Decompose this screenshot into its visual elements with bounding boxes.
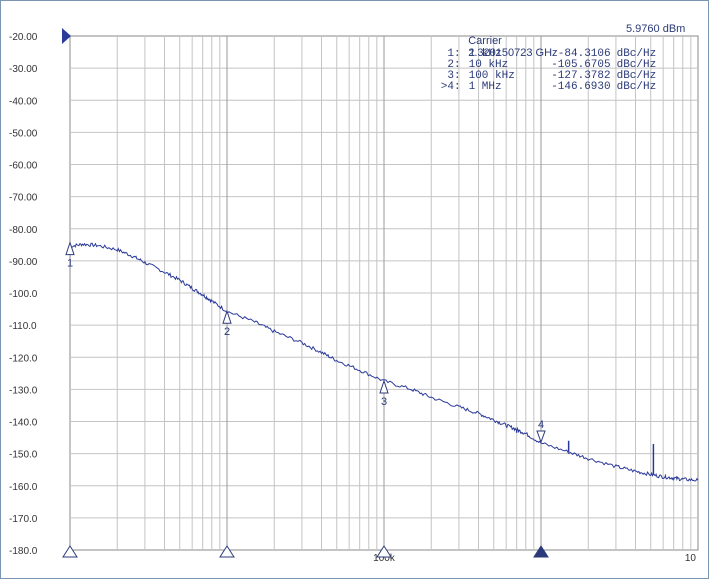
marker-row[interactable]: 3: 100 kHz -127.3782 dBc/Hz bbox=[397, 60, 656, 82]
marker-id: 2: bbox=[447, 59, 461, 71]
y-tick-label: -160.0 bbox=[9, 482, 38, 493]
marker-unit: dBc/Hz bbox=[616, 81, 657, 93]
y-tick-label: -170.0 bbox=[9, 514, 38, 525]
marker-offset: 1 MHz bbox=[468, 81, 502, 93]
marker-row[interactable]: 2: 10 kHz -105.6705 dBc/Hz bbox=[397, 49, 656, 71]
marker-unit: dBc/Hz bbox=[616, 70, 657, 82]
marker-offset: 1 kHz bbox=[468, 48, 502, 60]
y-tick-label: -30.00 bbox=[9, 64, 38, 75]
marker-triangle[interactable] bbox=[222, 309, 232, 324]
marker-triangle[interactable] bbox=[379, 379, 389, 394]
y-axis-ticks: -20.00 -30.00 -40.00 -50.00 -60.00 -70.00 -80.… bbox=[9, 32, 38, 557]
y-tick-label: -100.0 bbox=[9, 289, 38, 300]
bottom-marker-icons bbox=[62, 545, 549, 558]
marker-value: -105.6705 bbox=[551, 59, 611, 71]
x-axis-marker-icon bbox=[62, 545, 78, 558]
carrier-label: Carrier bbox=[468, 35, 502, 47]
x-tick-label: 100k bbox=[373, 553, 396, 564]
marker-row[interactable]: 1: 1 kHz -84.3106 dBc/Hz bbox=[397, 38, 656, 60]
x-axis-marker-icon bbox=[219, 545, 235, 558]
marker-label: 4 bbox=[538, 419, 544, 431]
x-axis-marker-icon bbox=[376, 545, 392, 558]
marker-table: 1: 1 kHz -84.3106 dBc/Hz 2: 10 kHz -105.6705 d… bbox=[397, 38, 656, 93]
x-axis-marker-icon bbox=[533, 545, 549, 558]
carrier-readout: Carrier 2.320150723 GHz bbox=[456, 23, 558, 71]
marker-offset: 100 kHz bbox=[468, 70, 515, 82]
x-axis-ticks: 100k 10 bbox=[373, 553, 696, 564]
marker-offset: 10 kHz bbox=[468, 59, 509, 71]
carrier-frequency: 2.320150723 GHz bbox=[468, 47, 558, 59]
marker-row[interactable]: >4: 1 MHz -146.6930 dBc/Hz bbox=[397, 71, 656, 93]
y-tick-label: -120.0 bbox=[9, 353, 38, 364]
marker-unit: dBc/Hz bbox=[616, 48, 657, 60]
y-tick-label: -40.00 bbox=[9, 96, 38, 107]
marker-id: >4: bbox=[440, 81, 461, 93]
marker-unit: dBc/Hz bbox=[616, 59, 657, 71]
x-tick-label: 10 bbox=[685, 553, 697, 564]
marker-label: 1 bbox=[67, 258, 73, 270]
marker-value: -146.6930 bbox=[551, 81, 611, 93]
y-tick-label: -70.00 bbox=[9, 193, 38, 204]
y-tick-label: -110.0 bbox=[9, 321, 37, 332]
y-tick-label: -80.00 bbox=[9, 225, 38, 236]
y-tick-label: -20.00 bbox=[9, 32, 38, 43]
carrier-power: 5.9760 dBm bbox=[626, 23, 686, 35]
reference-level-arrow-icon[interactable] bbox=[62, 28, 71, 44]
y-tick-label: -140.0 bbox=[9, 418, 38, 429]
marker-triangle[interactable] bbox=[536, 430, 546, 444]
y-tick-label: -130.0 bbox=[9, 385, 38, 396]
marker-triangle[interactable] bbox=[65, 241, 75, 256]
grid bbox=[69, 35, 699, 551]
y-tick-label: -150.0 bbox=[9, 450, 38, 461]
marker-value: -127.3782 bbox=[551, 70, 611, 82]
y-tick-label: -90.00 bbox=[9, 257, 38, 268]
y-tick-label: -60.00 bbox=[9, 161, 38, 172]
marker-id: 3: bbox=[447, 70, 461, 82]
marker-value: -84.3106 bbox=[557, 48, 611, 60]
markers-layer[interactable]: 1 2 3 4 bbox=[65, 241, 546, 444]
marker-label: 3 bbox=[381, 396, 387, 408]
marker-id: 1: bbox=[447, 48, 461, 60]
y-tick-label: -50.00 bbox=[9, 128, 38, 139]
marker-label: 2 bbox=[224, 326, 230, 338]
y-tick-label: -180.0 bbox=[9, 546, 38, 557]
